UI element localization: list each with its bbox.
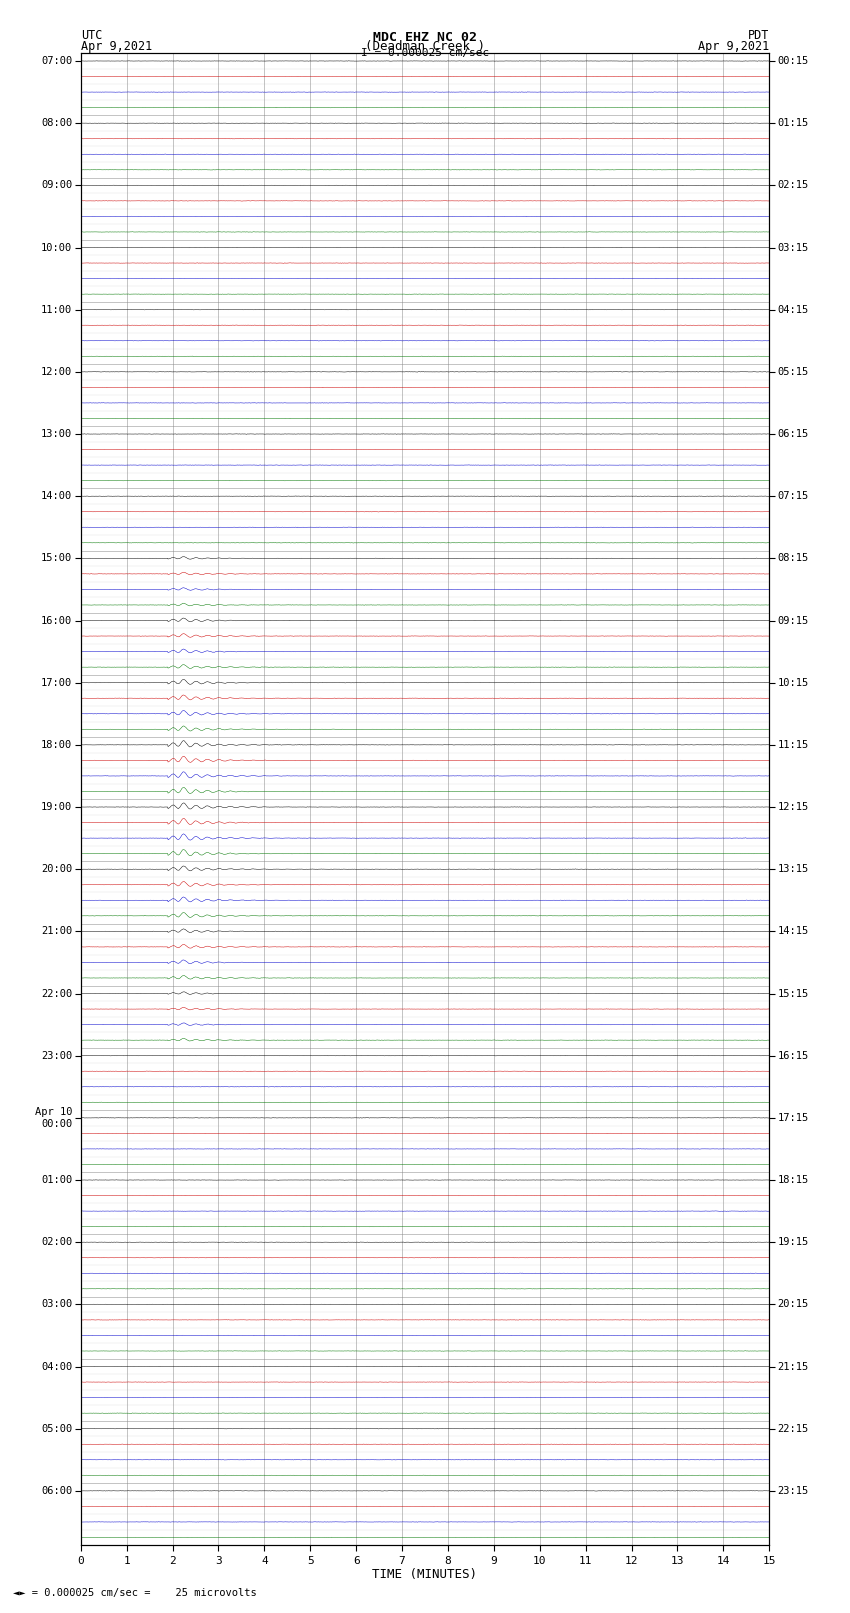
Text: ◄► = 0.000025 cm/sec =    25 microvolts: ◄► = 0.000025 cm/sec = 25 microvolts [13,1589,257,1598]
Text: Apr 9,2021: Apr 9,2021 [698,39,769,53]
Text: Apr 9,2021: Apr 9,2021 [81,39,152,53]
Text: (Deadman Creek ): (Deadman Creek ) [365,39,485,53]
Text: UTC: UTC [81,29,102,42]
Text: I = 0.000025 cm/sec: I = 0.000025 cm/sec [361,47,489,58]
X-axis label: TIME (MINUTES): TIME (MINUTES) [372,1568,478,1581]
Text: PDT: PDT [748,29,769,42]
Text: MDC EHZ NC 02: MDC EHZ NC 02 [373,31,477,45]
